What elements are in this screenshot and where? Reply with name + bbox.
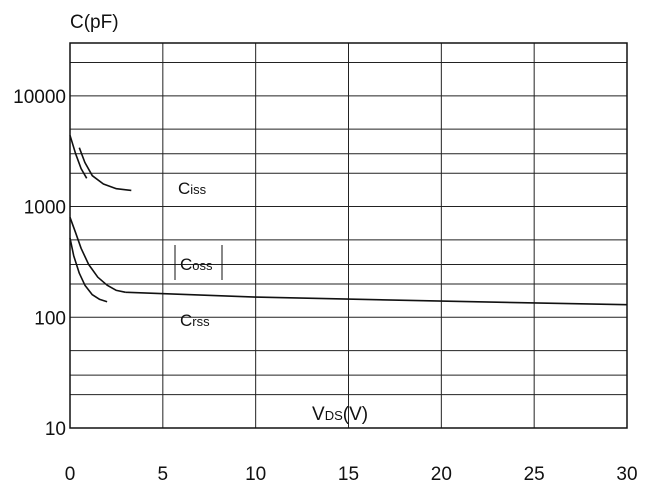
x-axis-title-sub: DS [325, 408, 343, 423]
y-tick-label: 10000 [13, 87, 66, 108]
y-tick-label: 1000 [24, 198, 66, 219]
x-axis-title-main: V [312, 404, 325, 425]
tick-labels: 0 5 10 15 20 25 30 10 100 1000 10000 [13, 87, 637, 485]
plot-border [69, 42, 628, 429]
series-line-crss-4 [125, 291, 628, 306]
x-axis-title: VDS(V) [312, 404, 368, 425]
series-line-ciss-1 [78, 147, 132, 192]
x-tick-label: 10 [245, 464, 266, 485]
plot-frame [69, 42, 628, 429]
x-tick-label: 15 [338, 464, 359, 485]
x-tick-label: 5 [158, 464, 169, 485]
series-group [69, 135, 628, 306]
y-axis-title: C(pF) [70, 12, 119, 33]
y-tick-label: 10 [45, 419, 66, 440]
x-tick-label: 20 [431, 464, 452, 485]
svg-text:Crss: Crss [180, 311, 210, 330]
svg-text:Ciss: Ciss [178, 179, 207, 198]
series-label-coss: Coss [174, 245, 223, 280]
x-tick-label: 30 [616, 464, 637, 485]
series-line-crss-3 [69, 237, 108, 303]
x-axis-title-unit: (V) [343, 404, 368, 425]
y-tick-label: 100 [34, 308, 66, 329]
grid [69, 42, 628, 428]
series-label-ciss: Ciss [178, 179, 207, 198]
x-tick-label: 0 [65, 464, 76, 485]
x-tick-label: 25 [524, 464, 545, 485]
svg-text:Coss: Coss [180, 255, 213, 274]
series-line-coss-2 [69, 217, 126, 294]
series-label-crss: Crss [180, 311, 210, 330]
series-line-ciss-0 [69, 135, 88, 179]
